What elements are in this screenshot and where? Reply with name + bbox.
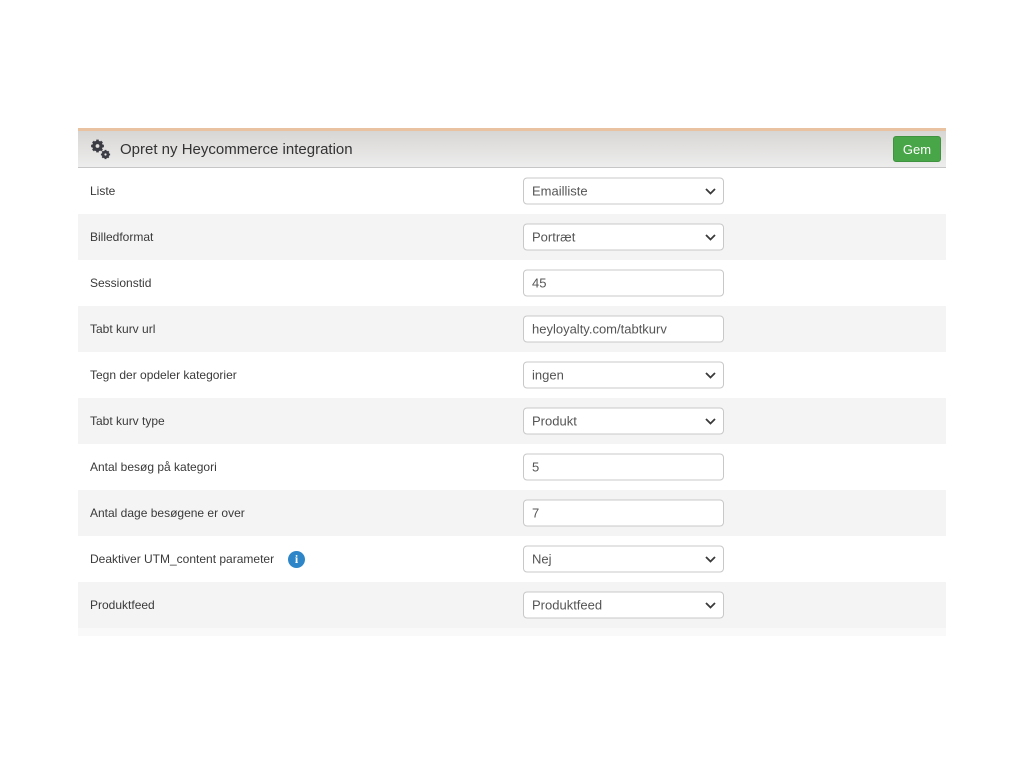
field-label-deaktiver-utm-content-parameter: Deaktiver UTM_content parameter xyxy=(90,552,275,566)
tegn-der-opdeler-kategorier-select[interactable]: ingen xyxy=(523,361,724,389)
antal-besoeg-paa-kategori-input[interactable] xyxy=(523,453,724,481)
field-label-tabt-kurv-url: Tabt kurv url xyxy=(90,322,156,336)
field-label-tabt-kurv-type: Tabt kurv type xyxy=(90,414,165,428)
sessionstid-input[interactable] xyxy=(523,269,724,297)
produktfeed-control: Produktfeed xyxy=(523,591,724,619)
form-row-liste: Liste Emailliste xyxy=(78,168,946,214)
billedformat-control: Portræt xyxy=(523,223,724,251)
field-label-produktfeed: Produktfeed xyxy=(90,598,155,612)
antal-dage-besoegene-er-over-control xyxy=(523,499,724,527)
sessionstid-control xyxy=(523,269,724,297)
antal-besoeg-paa-kategori-control xyxy=(523,453,724,481)
deaktiver-utm-content-parameter-select[interactable]: Nej xyxy=(523,545,724,573)
tabt-kurv-type-control: Produkt xyxy=(523,407,724,435)
form-row-produktfeed: Produktfeed Produktfeed xyxy=(78,582,946,628)
form-row-antal-dage-besoegene-er-over: Antal dage besøgene er over xyxy=(78,490,946,536)
info-icon[interactable]: i xyxy=(288,550,306,568)
antal-dage-besoegene-er-over-input[interactable] xyxy=(523,499,724,527)
deaktiver-utm-content-parameter-control: Nej xyxy=(523,545,724,573)
produktfeed-select[interactable]: Produktfeed xyxy=(523,591,724,619)
form-row-tabt-kurv-url: Tabt kurv url xyxy=(78,306,946,352)
liste-control: Emailliste xyxy=(523,177,724,205)
save-button[interactable]: Gem xyxy=(893,136,941,162)
panel-header: Opret ny Heycommerce integration Gem xyxy=(78,131,946,168)
form-rows: Liste Emailliste Billedformat Portræt Sessio… xyxy=(78,168,946,628)
panel-accent-border xyxy=(78,128,946,131)
form-row-billedformat: Billedformat Portræt xyxy=(78,214,946,260)
field-label-sessionstid: Sessionstid xyxy=(90,276,152,290)
field-label-tegn-der-opdeler-kategorier: Tegn der opdeler kategorier xyxy=(90,368,237,382)
field-label-antal-besoeg-paa-kategori: Antal besøg på kategori xyxy=(90,460,217,474)
integration-panel: Opret ny Heycommerce integration Gem Lis… xyxy=(78,128,946,636)
liste-select[interactable]: Emailliste xyxy=(523,177,724,205)
tegn-der-opdeler-kategorier-control: ingen xyxy=(523,361,724,389)
panel-footer xyxy=(78,628,946,636)
field-label-liste: Liste xyxy=(90,184,116,198)
field-label-antal-dage-besoegene-er-over: Antal dage besøgene er over xyxy=(90,506,245,520)
form-row-tabt-kurv-type: Tabt kurv type Produkt xyxy=(78,398,946,444)
form-row-deaktiver-utm-content-parameter: Deaktiver UTM_content parameter i Nej xyxy=(78,536,946,582)
page-title: Opret ny Heycommerce integration xyxy=(120,140,353,158)
form-row-sessionstid: Sessionstid xyxy=(78,260,946,306)
tabt-kurv-url-control xyxy=(523,315,724,343)
gears-icon xyxy=(91,139,111,160)
field-label-billedformat: Billedformat xyxy=(90,230,154,244)
form-row-tegn-der-opdeler-kategorier: Tegn der opdeler kategorier ingen xyxy=(78,352,946,398)
tabt-kurv-url-input[interactable] xyxy=(523,315,724,343)
tabt-kurv-type-select[interactable]: Produkt xyxy=(523,407,724,435)
form-row-antal-besoeg-paa-kategori: Antal besøg på kategori xyxy=(78,444,946,490)
billedformat-select[interactable]: Portræt xyxy=(523,223,724,251)
